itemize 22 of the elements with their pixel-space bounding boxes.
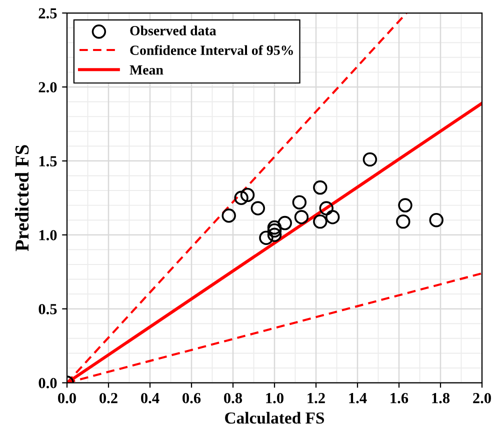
x-tick-label: 1.0 — [266, 392, 284, 404]
legend-label: Observed data — [130, 26, 216, 36]
x-tick-label: 0.0 — [58, 392, 76, 404]
x-tick-label: 1.6 — [390, 392, 408, 404]
x-tick-label: 1.8 — [432, 392, 450, 404]
x-axis-title: Calculated FS — [225, 412, 324, 424]
y-tick-label: 1.5 — [39, 156, 57, 166]
x-tick-label: 0.2 — [100, 392, 118, 404]
x-tick-label: 2.0 — [473, 392, 491, 404]
x-tick-label: 0.6 — [182, 392, 201, 404]
x-tick-label: 1.4 — [349, 393, 367, 404]
y-tick-label: 1.0 — [39, 230, 57, 240]
x-tick-label: 0.8 — [224, 392, 242, 404]
y-tick-label: 0.5 — [38, 304, 57, 314]
x-tick-label: 1.2 — [308, 392, 325, 404]
y-tick-label: 2.5 — [38, 8, 57, 19]
y-axis-title: Predicted FS — [14, 145, 29, 252]
legend-label: Confidence Interval of 95% — [130, 45, 293, 56]
y-tick-label: 0.0 — [38, 378, 57, 388]
legend-label: Mean — [130, 65, 164, 75]
y-tick-label: 2.0 — [38, 82, 57, 92]
x-tick-label: 0.4 — [141, 392, 160, 404]
